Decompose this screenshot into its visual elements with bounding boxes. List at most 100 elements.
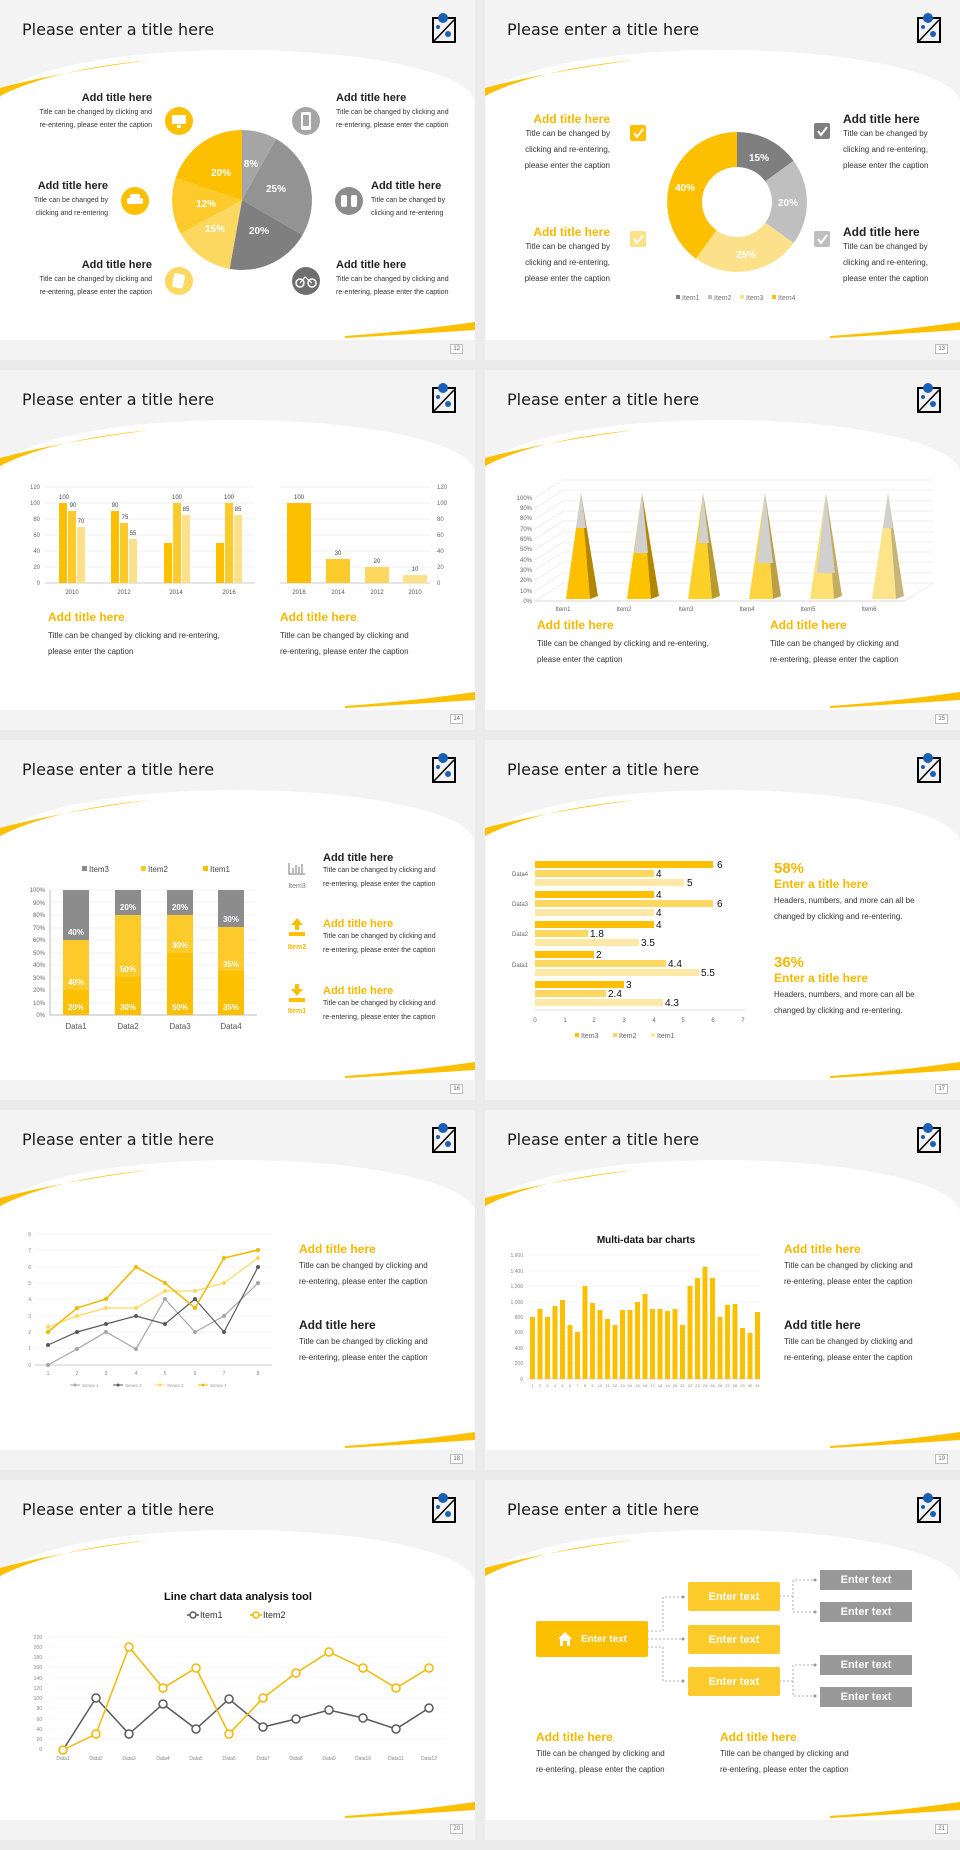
tree-leaf[interactable]: Enter text bbox=[820, 1687, 912, 1707]
text-block: Add title here Title can be changed by c… bbox=[843, 112, 929, 170]
svg-text:90%: 90% bbox=[33, 901, 46, 907]
slide-title[interactable]: Please enter a title here bbox=[22, 390, 215, 409]
decorative-swoosh bbox=[345, 692, 475, 708]
tree-node[interactable]: Enter text bbox=[688, 1625, 780, 1654]
slide-background bbox=[0, 1530, 475, 1820]
svg-text:100: 100 bbox=[437, 501, 448, 507]
checkbox-icon bbox=[814, 123, 830, 139]
svg-text:27: 27 bbox=[725, 1383, 730, 1388]
text-block: Add title here Title can be changed by c… bbox=[336, 92, 449, 129]
svg-text:20%: 20% bbox=[172, 903, 188, 912]
svg-text:120: 120 bbox=[30, 485, 41, 491]
slide-17[interactable]: Please enter a title here 6 4 5 4 6 4 4 1.8 3.… bbox=[485, 740, 960, 1100]
decorative-swoosh bbox=[830, 692, 960, 708]
svg-text:Item4: Item4 bbox=[739, 607, 755, 613]
page-number: 15 bbox=[935, 714, 948, 724]
binoculars-icon bbox=[335, 187, 363, 215]
svg-text:0: 0 bbox=[520, 1377, 523, 1383]
svg-text:10: 10 bbox=[598, 1383, 603, 1388]
svg-text:1.8: 1.8 bbox=[590, 929, 604, 940]
svg-text:Line chart data analysis tool: Line chart data analysis tool bbox=[164, 1591, 312, 1603]
svg-text:3: 3 bbox=[546, 1383, 549, 1388]
slide-title[interactable]: Please enter a title here bbox=[507, 1500, 700, 1519]
svg-text:1: 1 bbox=[563, 1018, 567, 1024]
root-node[interactable]: Enter text bbox=[536, 1621, 648, 1657]
slide-18[interactable]: Please enter a title here 0 1 2 3 4 5 6 7 8 1 2 3 4… bbox=[0, 1110, 475, 1470]
svg-text:0: 0 bbox=[533, 1018, 537, 1024]
page-number: 14 bbox=[450, 714, 463, 724]
svg-text:0: 0 bbox=[437, 581, 441, 587]
text-block: Add title here Title can be changed by c… bbox=[48, 610, 220, 656]
svg-text:800: 800 bbox=[515, 1315, 524, 1321]
svg-text:50%: 50% bbox=[172, 1003, 188, 1012]
svg-text:22: 22 bbox=[688, 1383, 693, 1388]
svg-text:4: 4 bbox=[656, 869, 662, 880]
svg-text:160: 160 bbox=[34, 1665, 43, 1671]
svg-text:Data2: Data2 bbox=[89, 1756, 103, 1762]
slide-title[interactable]: Please enter a title here bbox=[507, 760, 700, 779]
tree-leaf[interactable]: Enter text bbox=[820, 1655, 912, 1675]
slide-19[interactable]: Please enter a title here Multi-data bar… bbox=[485, 1110, 960, 1470]
svg-text:2012: 2012 bbox=[117, 590, 131, 596]
svg-text:8%: 8% bbox=[244, 159, 259, 170]
svg-text:20: 20 bbox=[33, 565, 40, 571]
svg-text:6: 6 bbox=[28, 1265, 31, 1271]
slide-title[interactable]: Please enter a title here bbox=[22, 20, 215, 39]
slide-12[interactable]: Please enter a title here Add title here… bbox=[0, 0, 475, 360]
svg-text:100: 100 bbox=[30, 501, 41, 507]
tree-node[interactable]: Enter text bbox=[688, 1667, 780, 1696]
svg-text:20%: 20% bbox=[33, 988, 46, 994]
svg-text:Data3: Data3 bbox=[512, 902, 529, 908]
slide-title[interactable]: Please enter a title here bbox=[507, 390, 700, 409]
svg-text:20: 20 bbox=[36, 1737, 42, 1743]
svg-text:80%: 80% bbox=[520, 516, 533, 522]
svg-text:60: 60 bbox=[33, 533, 40, 539]
svg-text:20%: 20% bbox=[120, 903, 136, 912]
svg-text:3: 3 bbox=[105, 1371, 108, 1377]
phone-icon bbox=[292, 107, 320, 135]
decorative-swoosh bbox=[345, 1062, 475, 1078]
monitor-icon bbox=[165, 107, 193, 135]
svg-text:Item3: Item3 bbox=[581, 1033, 599, 1040]
slide-title[interactable]: Please enter a title here bbox=[507, 20, 700, 39]
slide-13[interactable]: Please enter a title here Add title here… bbox=[485, 0, 960, 360]
slide-title[interactable]: Please enter a title here bbox=[507, 1130, 700, 1149]
text-block: Add title here Title can be changed by c… bbox=[299, 1242, 428, 1286]
svg-text:5: 5 bbox=[164, 1371, 167, 1377]
slide-15[interactable]: Please enter a title here 0% 10% 20% 30% 40%… bbox=[485, 370, 960, 730]
svg-text:20: 20 bbox=[673, 1383, 678, 1388]
svg-text:120: 120 bbox=[437, 485, 448, 491]
text-block: Add title here Title can be changed by c… bbox=[299, 1318, 428, 1362]
stacked-bar-chart: Item3 Item2 Item1 0% 10% 20% 30% 40% 50% 60% 70… bbox=[30, 863, 306, 1031]
svg-text:20: 20 bbox=[374, 559, 381, 565]
svg-text:4: 4 bbox=[135, 1371, 138, 1377]
svg-text:30: 30 bbox=[335, 551, 342, 557]
svg-text:6: 6 bbox=[717, 899, 723, 910]
svg-text:90%: 90% bbox=[520, 506, 533, 512]
svg-text:25%: 25% bbox=[266, 184, 286, 195]
tree-leaf[interactable]: Enter text bbox=[820, 1602, 912, 1622]
slide-14[interactable]: Please enter a title here 0 20 40 60 80 100 12… bbox=[0, 370, 475, 730]
logo-icon bbox=[432, 1123, 456, 1153]
svg-text:140: 140 bbox=[34, 1676, 43, 1682]
svg-text:2: 2 bbox=[592, 1018, 596, 1024]
svg-text:16: 16 bbox=[643, 1383, 648, 1388]
svg-text:2: 2 bbox=[28, 1330, 31, 1336]
tree-node[interactable]: Enter text bbox=[688, 1582, 780, 1611]
svg-text:10%: 10% bbox=[520, 589, 533, 595]
svg-text:Data1: Data1 bbox=[56, 1756, 70, 1762]
slide-20[interactable]: Please enter a title here Line chart dat… bbox=[0, 1480, 475, 1840]
tree-leaf[interactable]: Enter text bbox=[820, 1570, 912, 1590]
slide-title[interactable]: Please enter a title here bbox=[22, 760, 215, 779]
page-number: 21 bbox=[935, 1824, 948, 1834]
text-block: Add title here Title can be changed by c… bbox=[323, 918, 436, 954]
slide-21[interactable]: Please enter a title here Enter text Ent… bbox=[485, 1480, 960, 1840]
pyramid-chart: 0% 10% 20% 30% 40% 50% 60% 70% 80% 90% 100% Item1 I… bbox=[517, 479, 935, 613]
tree-connectors bbox=[643, 1578, 817, 1698]
slide-16[interactable]: Please enter a title here Item3 Item2 It… bbox=[0, 740, 475, 1100]
svg-text:90: 90 bbox=[70, 503, 77, 509]
slide-title[interactable]: Please enter a title here bbox=[22, 1130, 215, 1149]
svg-text:11: 11 bbox=[605, 1383, 610, 1388]
slide-title[interactable]: Please enter a title here bbox=[22, 1500, 215, 1519]
